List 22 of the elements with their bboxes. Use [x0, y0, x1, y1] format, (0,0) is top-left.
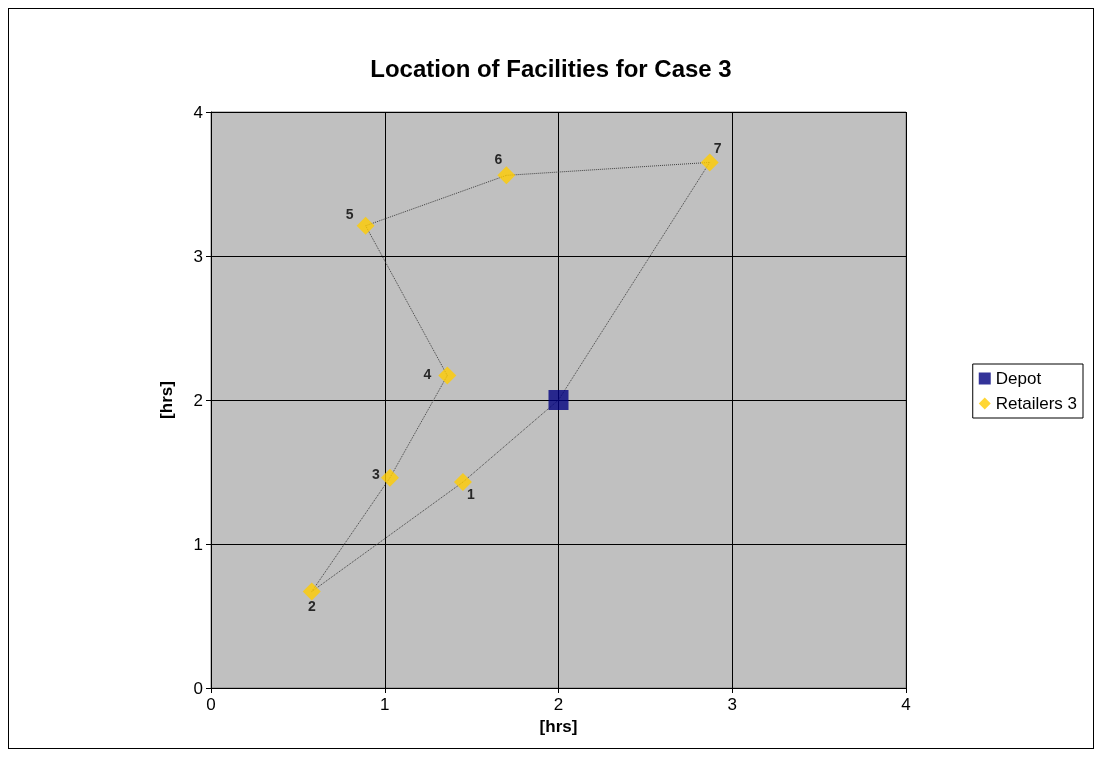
- x-tick-label: 2: [553, 695, 564, 714]
- legend-label: Depot: [995, 369, 1042, 388]
- chart-title: Location of Facilities for Case 3: [370, 54, 732, 82]
- y-axis-title: [hrs]: [157, 381, 176, 419]
- x-tick-label: 0: [206, 695, 216, 714]
- annotation: 4: [423, 365, 432, 382]
- y-tick-label: 0: [193, 678, 203, 698]
- x-tick-label: 3: [727, 695, 737, 714]
- annotation: 3: [372, 465, 381, 482]
- y-tick-label: 1: [193, 534, 203, 554]
- annotation: 2: [307, 597, 316, 614]
- annotation: 6: [494, 151, 503, 168]
- y-tick-label: 2: [193, 390, 203, 410]
- y-tick-label: 3: [193, 246, 203, 266]
- legend-label: Retailers 3: [995, 394, 1078, 413]
- x-axis-title: [hrs]: [539, 717, 578, 736]
- x-tick-label: 1: [380, 695, 390, 714]
- annotation: 1: [467, 486, 476, 503]
- x-tick-label: 4: [901, 695, 911, 714]
- y-tick-label: 4: [193, 102, 203, 122]
- annotation: 5: [345, 205, 354, 222]
- annotation: 7: [713, 140, 722, 157]
